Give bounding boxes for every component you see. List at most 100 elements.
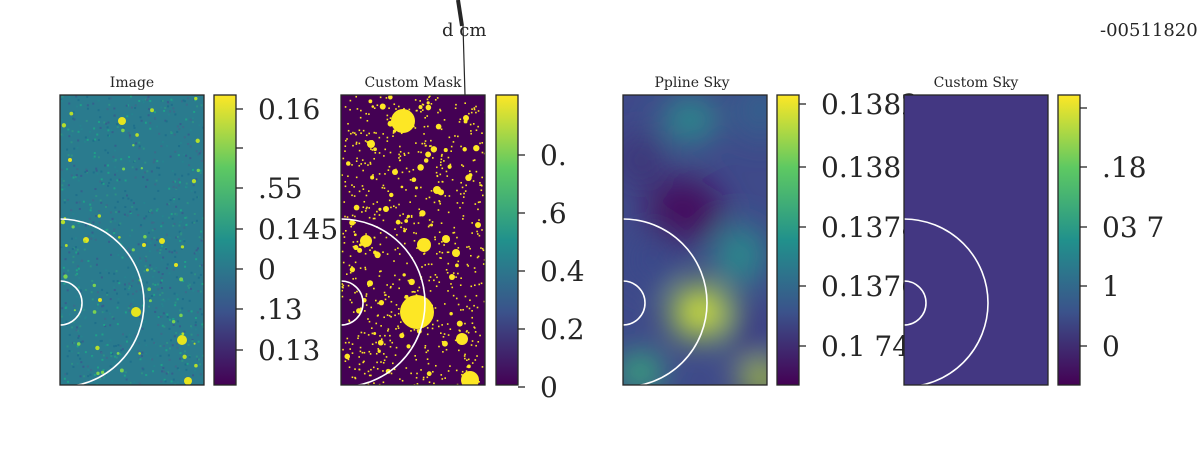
mask-pixel: [466, 330, 468, 332]
panel-title: Custom Mask: [364, 75, 462, 91]
noise-pixel: [61, 307, 64, 310]
noise-pixel: [160, 258, 163, 261]
star: [64, 244, 68, 247]
noise-pixel: [130, 199, 133, 202]
mask-pixel: [344, 145, 347, 148]
noise-pixel: [95, 167, 98, 170]
mask-pixel: [434, 236, 436, 238]
colorbar-tick-label: 0.: [540, 139, 567, 172]
mask-pixel: [378, 214, 381, 216]
mask-pixel: [469, 170, 471, 173]
mask-pixel: [455, 103, 457, 106]
noise-pixel: [139, 358, 142, 361]
noise-pixel: [144, 257, 147, 260]
mask-pixel: [373, 131, 376, 134]
noise-pixel: [147, 231, 150, 234]
mask-pixel: [423, 133, 425, 135]
noise-pixel: [107, 164, 110, 167]
mask-pixel: [387, 190, 390, 193]
star: [142, 243, 146, 247]
noise-pixel: [179, 309, 182, 312]
mask-pixel: [469, 247, 471, 250]
noise-pixel: [71, 326, 74, 329]
noise-pixel: [188, 164, 191, 167]
noise-pixel: [173, 335, 176, 338]
noise-pixel: [87, 369, 90, 372]
noise-pixel: [108, 312, 111, 315]
colorbar-tick-label: 0.4: [540, 255, 585, 288]
mask-pixel: [456, 202, 459, 204]
noise-pixel: [75, 201, 78, 204]
noise-pixel: [132, 202, 135, 205]
noise-pixel: [192, 289, 195, 292]
mask-pixel: [364, 210, 367, 212]
noise-pixel: [100, 201, 103, 204]
noise-pixel: [198, 152, 201, 155]
colorbar-tick-label: .13: [258, 293, 303, 326]
mask-pixel: [414, 99, 417, 101]
colorbar-tick-label: 0.1378: [821, 211, 919, 244]
mask-blob: [400, 295, 434, 329]
noise-pixel: [63, 377, 66, 380]
noise-pixel: [76, 345, 79, 348]
noise-pixel: [199, 290, 202, 293]
noise-pixel: [123, 371, 126, 374]
noise-pixel: [173, 133, 176, 136]
mask-pixel: [387, 328, 390, 330]
mask-pixel: [359, 307, 362, 310]
mask-pixel: [459, 118, 462, 121]
mask-pixel: [439, 173, 442, 176]
noise-pixel: [140, 372, 143, 375]
noise-pixel: [161, 215, 164, 218]
mask-pixel: [424, 145, 427, 147]
mask-pixel: [344, 185, 347, 188]
noise-pixel: [129, 251, 132, 254]
mask-pixel: [363, 332, 366, 334]
mask-pixel: [390, 300, 393, 303]
noise-pixel: [167, 202, 170, 205]
noise-pixel: [107, 171, 110, 174]
mask-pixel: [441, 180, 444, 183]
noise-pixel: [156, 160, 159, 163]
noise-pixel: [105, 122, 108, 125]
mask-pixel: [376, 104, 379, 107]
noise-pixel: [129, 95, 132, 98]
noise-pixel: [102, 304, 105, 307]
mask-pixel: [398, 203, 400, 206]
noise-pixel: [110, 253, 113, 256]
mask-pixel: [474, 203, 477, 205]
mask-pixel: [355, 141, 358, 144]
mask-pixel: [454, 135, 456, 137]
mask-pixel: [393, 103, 396, 106]
mask-pixel: [453, 231, 456, 234]
mask-pixel: [398, 278, 401, 281]
noise-pixel: [71, 362, 74, 365]
noise-pixel: [181, 359, 184, 362]
mask-pixel: [472, 180, 475, 182]
mask-blob: [408, 299, 413, 304]
mask-pixel: [343, 201, 346, 203]
noise-pixel: [178, 224, 181, 227]
noise-pixel: [166, 316, 169, 319]
noise-pixel: [80, 303, 83, 306]
mask-blob: [370, 175, 375, 180]
mask-pixel: [361, 211, 363, 213]
mask-pixel: [440, 374, 443, 376]
noise-pixel: [199, 363, 202, 366]
mask-pixel: [343, 236, 346, 238]
noise-pixel: [114, 144, 117, 147]
noise-pixel: [188, 283, 191, 286]
mask-blob: [425, 104, 432, 111]
mask-blob: [404, 294, 409, 299]
mask-pixel: [354, 221, 356, 224]
noise-pixel: [153, 293, 156, 296]
noise-pixel: [111, 217, 114, 220]
mask-blob: [379, 103, 386, 110]
noise-pixel: [107, 129, 110, 132]
mask-blob: [378, 299, 385, 306]
noise-pixel: [100, 170, 103, 173]
noise-pixel: [75, 326, 78, 329]
noise-pixel: [161, 141, 164, 144]
noise-pixel: [117, 301, 120, 304]
